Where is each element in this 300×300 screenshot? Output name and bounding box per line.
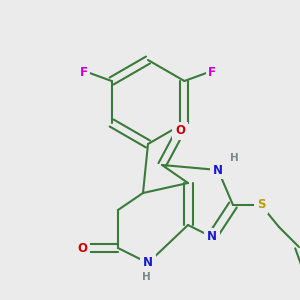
Text: O: O (175, 124, 185, 137)
Text: N: N (143, 256, 153, 269)
Text: F: F (80, 67, 88, 80)
Text: H: H (142, 272, 150, 282)
Text: F: F (208, 67, 216, 80)
Text: S: S (257, 199, 265, 212)
Text: N: N (207, 230, 217, 244)
Text: H: H (230, 153, 238, 163)
Text: N: N (213, 164, 223, 176)
Text: O: O (77, 242, 87, 254)
